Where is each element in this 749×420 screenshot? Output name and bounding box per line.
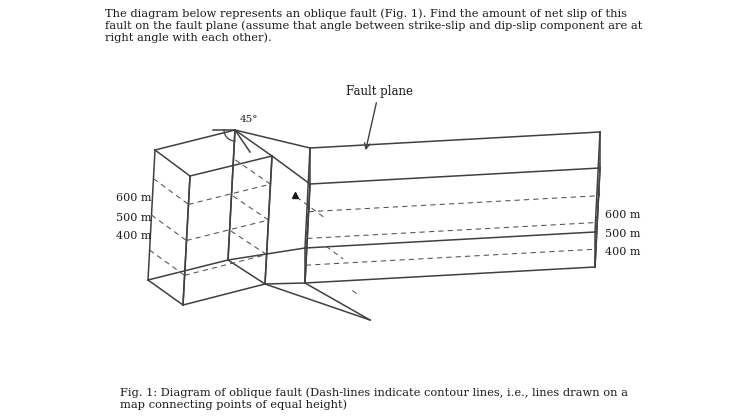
Text: 600 m: 600 m — [117, 193, 152, 203]
Text: Fault plane: Fault plane — [347, 85, 413, 98]
Text: 400 m: 400 m — [117, 231, 152, 241]
Text: 400 m: 400 m — [605, 247, 640, 257]
Text: 500 m: 500 m — [117, 213, 152, 223]
Text: Fig. 1: Diagram of oblique fault (Dash-lines indicate contour lines, i.e., lines: Fig. 1: Diagram of oblique fault (Dash-l… — [120, 387, 628, 410]
Text: 45°: 45° — [240, 115, 258, 124]
Text: 600 m: 600 m — [605, 210, 640, 220]
Text: 500 m: 500 m — [605, 229, 640, 239]
Text: The diagram below represents an oblique fault (Fig. 1). Find the amount of net s: The diagram below represents an oblique … — [106, 8, 643, 43]
